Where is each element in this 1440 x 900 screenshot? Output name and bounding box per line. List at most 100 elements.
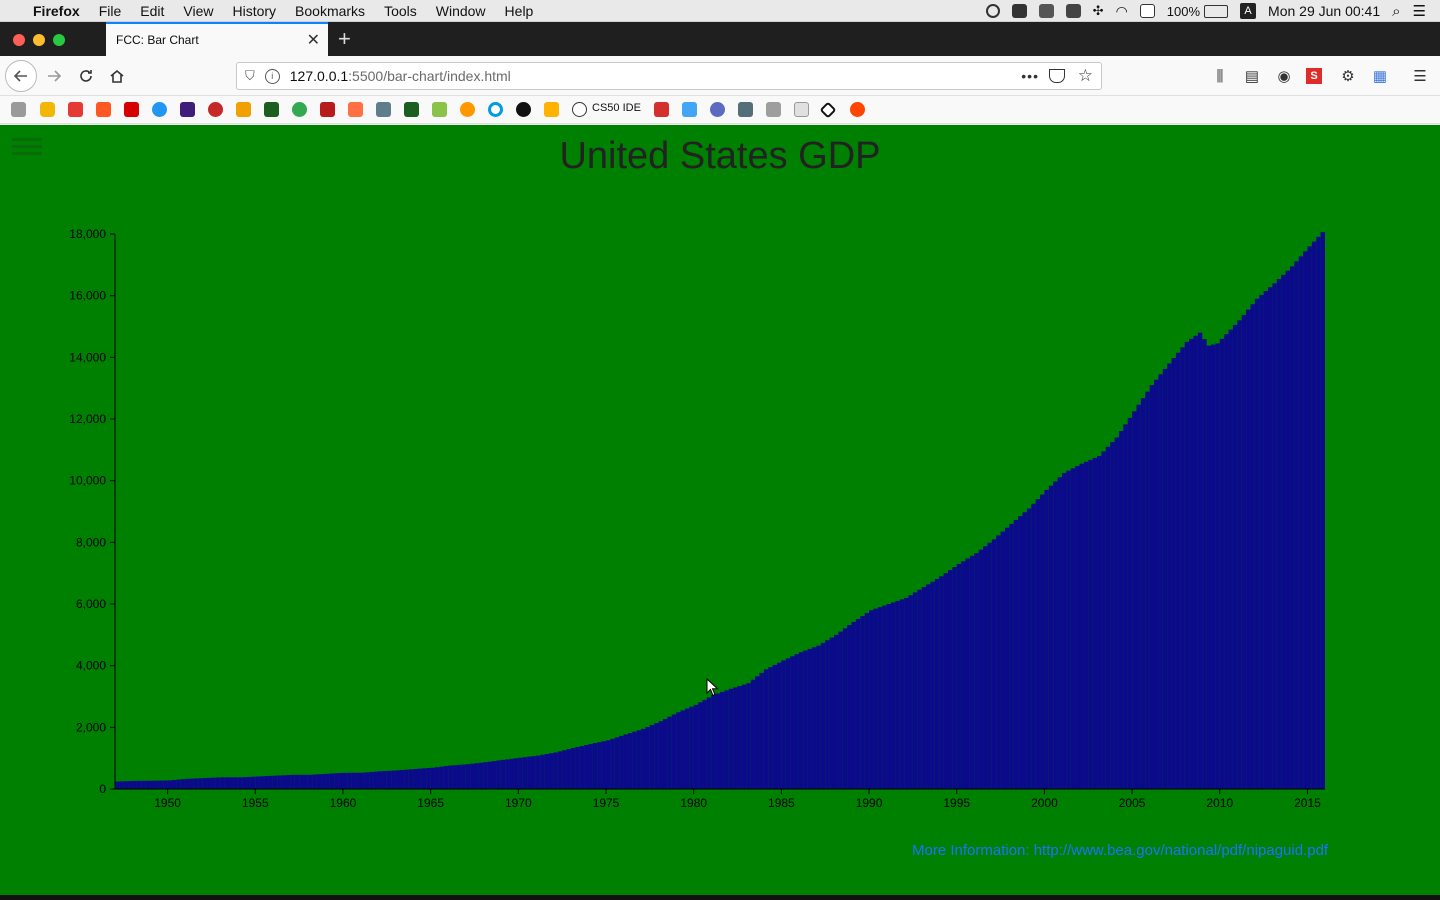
bookmark-photo-icon[interactable] bbox=[432, 102, 447, 117]
chart-bar[interactable] bbox=[816, 645, 821, 789]
chart-bar[interactable] bbox=[167, 780, 172, 789]
chart-bar[interactable] bbox=[1189, 338, 1194, 789]
chart-bar[interactable] bbox=[601, 741, 607, 789]
chart-bar[interactable] bbox=[119, 781, 124, 789]
chart-bar[interactable] bbox=[233, 777, 238, 789]
chart-bar[interactable] bbox=[575, 746, 580, 789]
menu-help[interactable]: Help bbox=[504, 3, 534, 19]
chart-bar[interactable] bbox=[983, 546, 988, 789]
chart-bar[interactable] bbox=[965, 558, 970, 789]
chart-bar[interactable] bbox=[803, 650, 808, 789]
input-source-icon[interactable]: A bbox=[1240, 3, 1257, 19]
chart-bar[interactable] bbox=[299, 774, 304, 789]
chart-bar[interactable] bbox=[1070, 468, 1076, 789]
chart-bar[interactable] bbox=[1101, 451, 1106, 789]
chart-bar[interactable] bbox=[842, 628, 848, 789]
chart-bar[interactable] bbox=[268, 775, 273, 789]
tab-close-icon[interactable]: ✕ bbox=[306, 32, 320, 49]
chart-bar[interactable] bbox=[360, 772, 365, 789]
chart-bar[interactable] bbox=[1272, 283, 1277, 789]
chart-bar[interactable] bbox=[128, 780, 133, 789]
bookmark-search-icon[interactable] bbox=[794, 102, 809, 117]
chart-bar[interactable] bbox=[741, 684, 747, 789]
zoom-window-button[interactable] bbox=[53, 34, 65, 46]
chart-bar[interactable] bbox=[689, 706, 694, 789]
chart-bar[interactable] bbox=[1075, 466, 1080, 789]
bookmark-github-icon[interactable] bbox=[516, 102, 531, 117]
chart-bar[interactable] bbox=[369, 771, 374, 789]
chart-bar[interactable] bbox=[356, 772, 361, 789]
extension-gears-icon[interactable]: ⚙ bbox=[1341, 68, 1355, 85]
chart-bar[interactable] bbox=[930, 581, 935, 789]
chart-bar[interactable] bbox=[610, 738, 615, 789]
minimize-window-button[interactable] bbox=[33, 34, 45, 46]
chart-bar[interactable] bbox=[829, 637, 834, 789]
chart-bar[interactable] bbox=[1211, 344, 1216, 789]
chart-bar[interactable] bbox=[1031, 503, 1036, 789]
chart-bar[interactable] bbox=[614, 737, 620, 789]
chart-bar[interactable] bbox=[207, 777, 212, 789]
chart-bar[interactable] bbox=[1250, 304, 1255, 789]
chart-bar[interactable] bbox=[676, 712, 681, 789]
chart-bar[interactable] bbox=[544, 754, 550, 789]
chart-bar[interactable] bbox=[465, 764, 471, 789]
chart-bar[interactable] bbox=[141, 780, 146, 789]
chart-bar[interactable] bbox=[1053, 481, 1058, 789]
bookmark-toolbox-icon[interactable] bbox=[264, 102, 279, 117]
bookmark-reddit-icon[interactable] bbox=[850, 102, 865, 117]
chart-bar[interactable] bbox=[342, 772, 348, 789]
chart-bar[interactable] bbox=[180, 779, 186, 789]
chart-bar[interactable] bbox=[329, 773, 335, 789]
chart-bar[interactable] bbox=[1206, 345, 1212, 789]
bookmark-amazon-icon[interactable] bbox=[236, 102, 251, 117]
chart-bar[interactable] bbox=[496, 760, 501, 789]
chart-bar[interactable] bbox=[386, 770, 392, 789]
bookmark-r-icon[interactable] bbox=[320, 102, 335, 117]
chart-bar[interactable] bbox=[1149, 385, 1155, 789]
chart-bar[interactable] bbox=[1289, 266, 1295, 789]
chart-bar[interactable] bbox=[303, 774, 308, 789]
chart-bar[interactable] bbox=[794, 654, 799, 789]
chart-bar[interactable] bbox=[404, 769, 409, 789]
page-menu-icon[interactable] bbox=[10, 134, 44, 162]
chart-bar[interactable] bbox=[886, 604, 891, 789]
chart-bar[interactable] bbox=[321, 773, 326, 789]
chart-bar[interactable] bbox=[505, 759, 510, 789]
chart-bar[interactable] bbox=[1228, 329, 1233, 789]
chart-bar[interactable] bbox=[228, 777, 234, 789]
menu-history[interactable]: History bbox=[232, 3, 277, 19]
chart-bar[interactable] bbox=[430, 767, 436, 789]
chart-bar[interactable] bbox=[663, 718, 668, 789]
chart-bar[interactable] bbox=[597, 742, 602, 789]
bookmark-app-icon[interactable] bbox=[180, 102, 195, 117]
chart-bar[interactable] bbox=[382, 771, 387, 789]
chart-bar[interactable] bbox=[193, 778, 199, 789]
extension-s-icon[interactable]: S bbox=[1306, 68, 1322, 84]
chart-bar[interactable] bbox=[1040, 494, 1045, 789]
chart-bar[interactable] bbox=[908, 595, 913, 789]
chart-bar[interactable] bbox=[1281, 274, 1286, 789]
app-menu[interactable]: Firefox bbox=[33, 3, 80, 19]
chart-bar[interactable] bbox=[132, 780, 137, 789]
bookmark-u-icon[interactable] bbox=[654, 102, 669, 117]
menu-tools[interactable]: Tools bbox=[384, 3, 417, 19]
chart-bar[interactable] bbox=[316, 774, 322, 789]
chart-bar[interactable] bbox=[917, 589, 922, 789]
bookmark-cs50-globe-icon[interactable] bbox=[572, 102, 587, 117]
chart-bar[interactable] bbox=[1057, 477, 1062, 789]
chart-bar[interactable] bbox=[693, 704, 699, 789]
chart-bar[interactable] bbox=[557, 751, 563, 789]
chart-bar[interactable] bbox=[478, 762, 484, 789]
chart-bar[interactable] bbox=[706, 697, 712, 789]
chart-bar[interactable] bbox=[395, 770, 400, 789]
bookmark-box-icon[interactable] bbox=[738, 102, 753, 117]
chart-bar[interactable] bbox=[413, 768, 418, 789]
chart-bar[interactable] bbox=[785, 658, 791, 789]
chart-bar[interactable] bbox=[1215, 343, 1220, 789]
chart-bar[interactable] bbox=[921, 587, 927, 789]
airplay-icon[interactable] bbox=[1139, 4, 1155, 18]
chart-bar[interactable] bbox=[825, 640, 830, 789]
chart-bar[interactable] bbox=[1127, 417, 1133, 789]
chart-bar[interactable] bbox=[1079, 463, 1084, 789]
chart-bar[interactable] bbox=[912, 592, 918, 789]
